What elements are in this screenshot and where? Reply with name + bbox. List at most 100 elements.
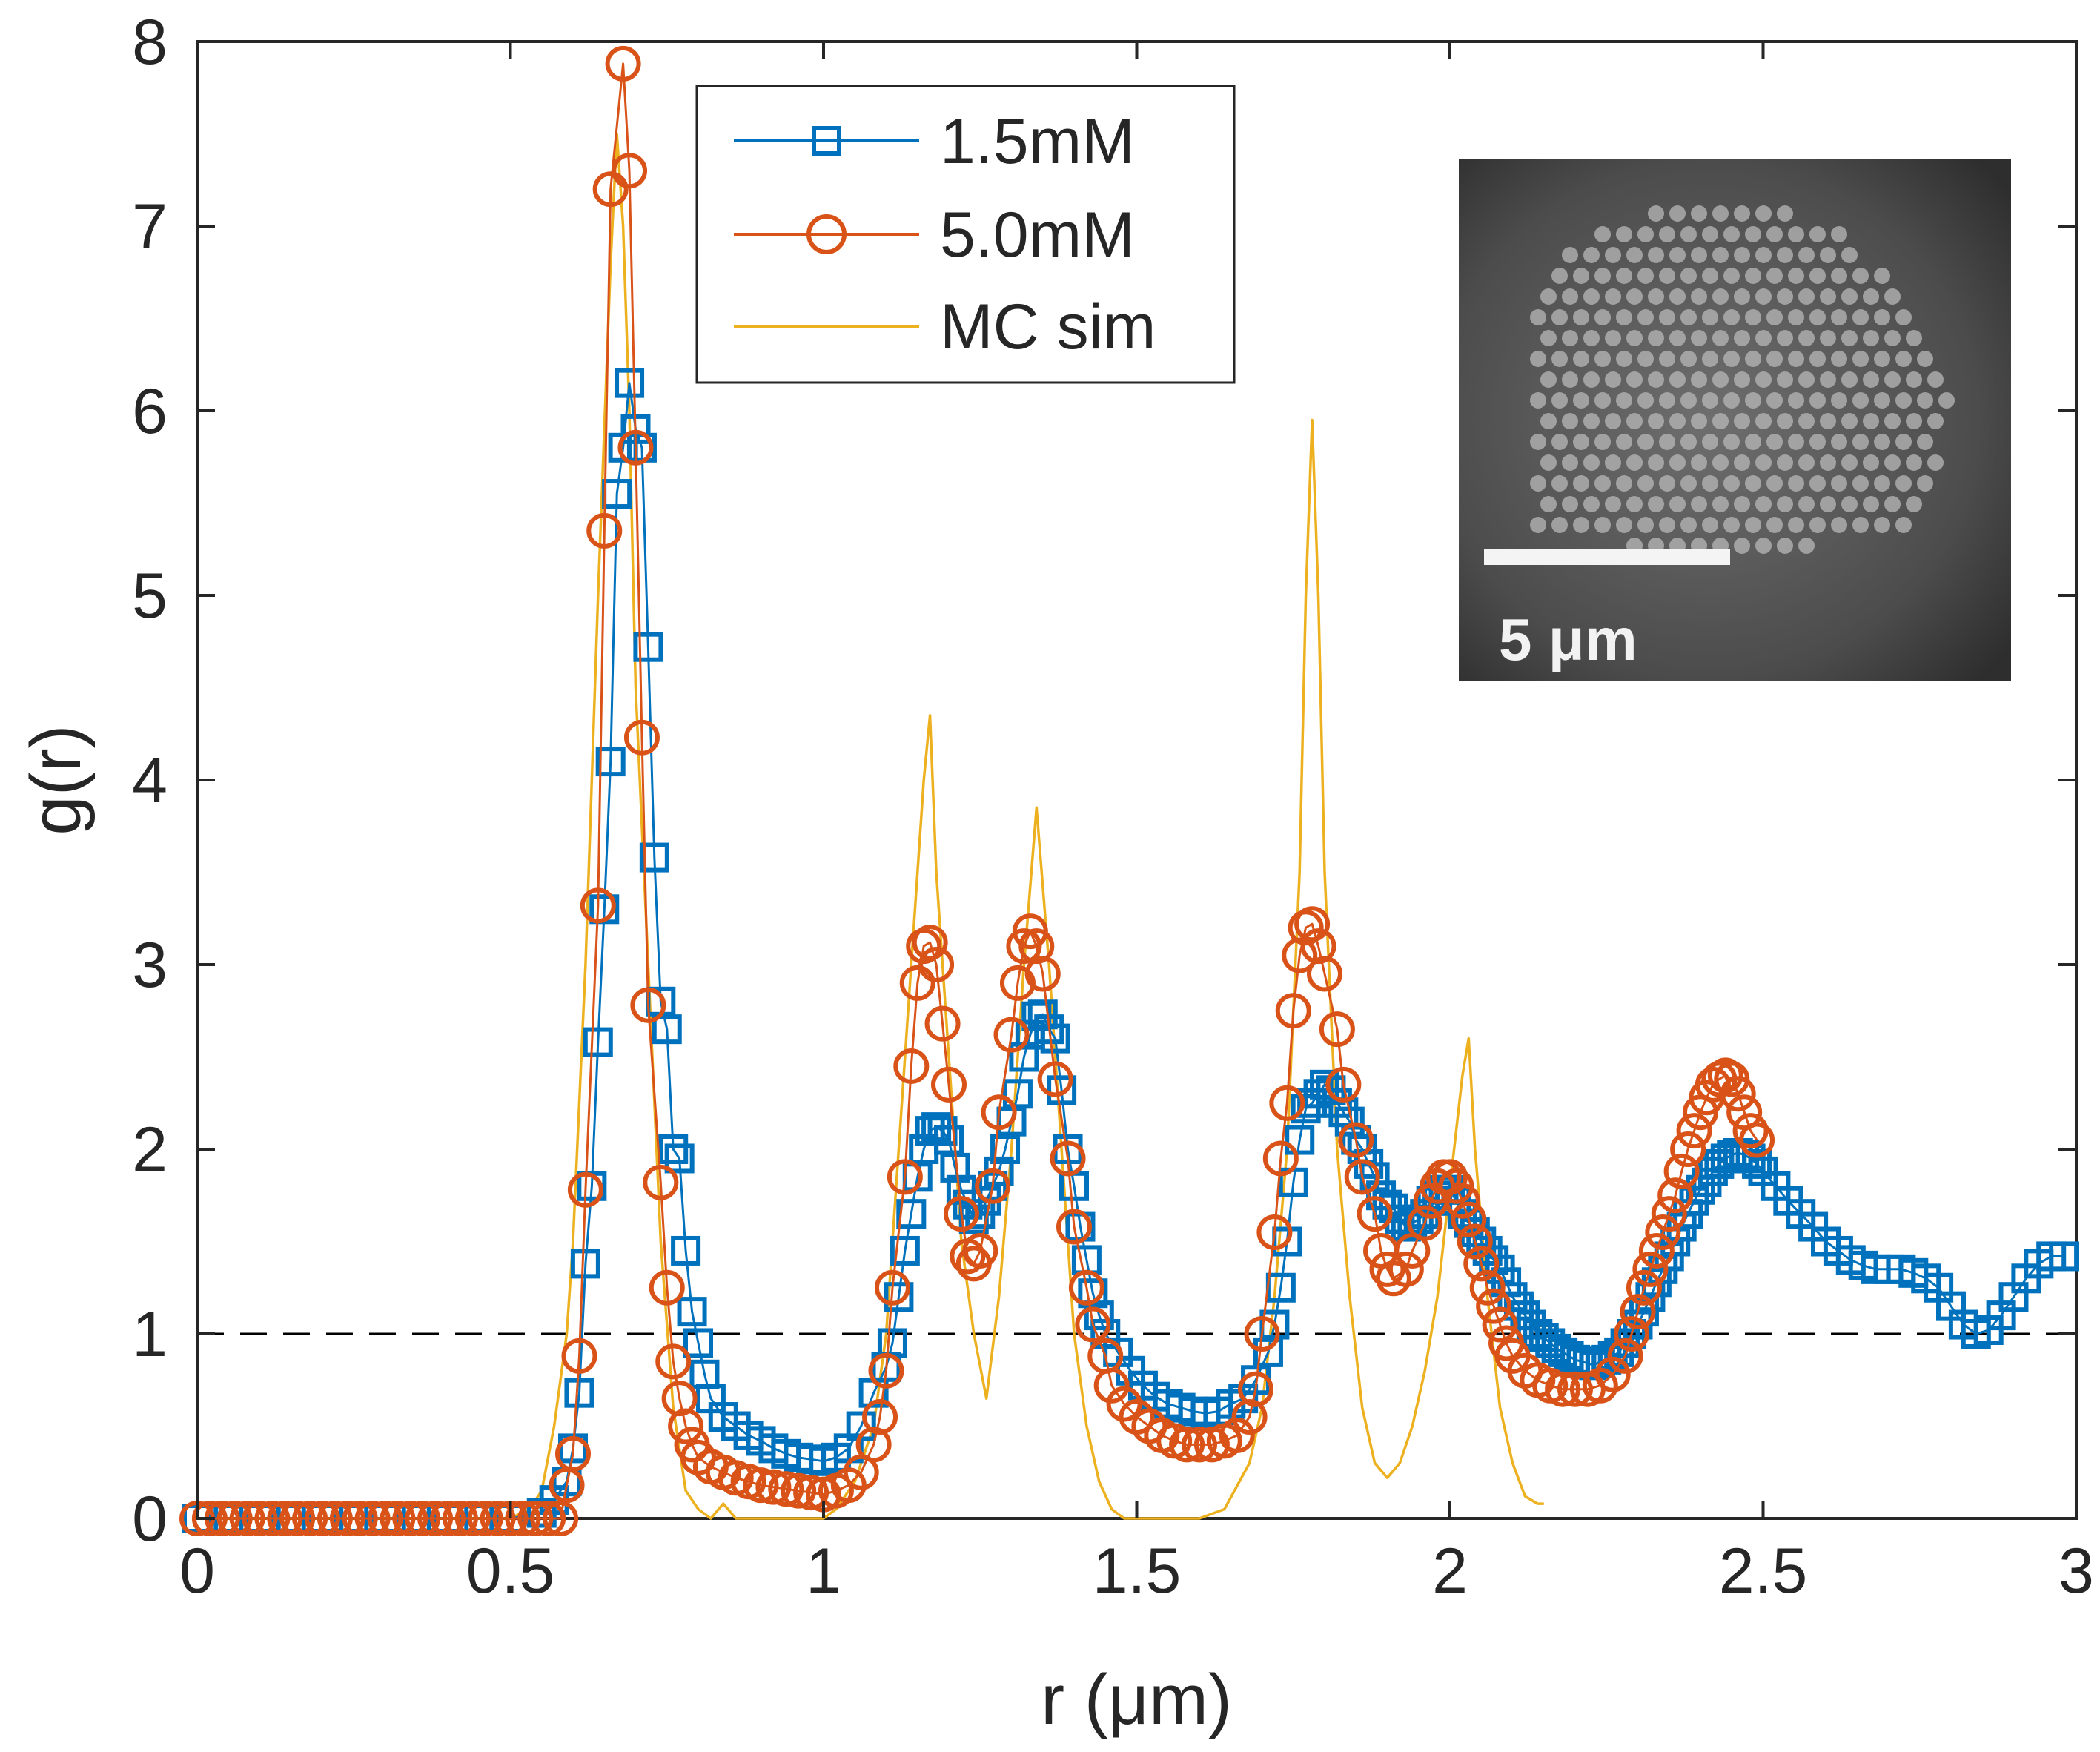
- inset-particle: [1863, 330, 1879, 346]
- inset-particle: [1680, 268, 1697, 284]
- inset-micrograph: 5 μm: [1459, 159, 2011, 681]
- inset-particle: [1605, 496, 1621, 512]
- inset-particle: [1637, 475, 1654, 492]
- inset-particle: [1766, 434, 1783, 450]
- inset-particle: [1594, 392, 1611, 409]
- inset-particle: [1712, 496, 1729, 512]
- data-point-circle: [918, 947, 955, 982]
- inset-particle: [1874, 392, 1890, 409]
- data-point-circle: [592, 171, 629, 208]
- data-point-square: [1253, 1337, 1283, 1367]
- inset-particle: [1884, 288, 1901, 305]
- data-point-circle: [543, 1501, 579, 1536]
- inset-particle: [1798, 371, 1815, 388]
- inset-particle: [1906, 371, 1922, 388]
- data-point-circle: [1657, 1177, 1694, 1214]
- data-point-circle: [975, 1168, 1011, 1204]
- inset-particle: [1605, 371, 1621, 388]
- data-point-circle: [1670, 1131, 1706, 1167]
- data-point-square: [1084, 1300, 1114, 1331]
- inset-particle: [1788, 309, 1804, 325]
- data-point-circle: [1626, 1269, 1662, 1306]
- inset-particle: [1766, 268, 1783, 284]
- inset-particle: [1616, 268, 1632, 284]
- data-point-circle: [912, 925, 948, 961]
- data-point-circle: [793, 1475, 829, 1511]
- inset-particle: [1745, 517, 1761, 533]
- inset-particle: [1583, 330, 1600, 346]
- inset-particle: [1831, 475, 1847, 492]
- data-point-circle: [1620, 1294, 1656, 1330]
- inset-particle: [1669, 496, 1686, 512]
- data-point-circle: [1607, 1338, 1643, 1374]
- data-point-circle: [1307, 956, 1342, 992]
- data-point-circle: [924, 1005, 961, 1042]
- inset-particle: [1917, 475, 1933, 492]
- inset-particle: [1884, 413, 1901, 429]
- data-point-circle: [1469, 1269, 1506, 1306]
- inset-particle: [1831, 517, 1847, 533]
- inset-particle: [1777, 496, 1793, 512]
- data-point-square: [884, 1282, 914, 1312]
- inset-particle: [1594, 268, 1611, 284]
- inset-particle: [1734, 413, 1750, 429]
- data-point-circle: [216, 1501, 253, 1536]
- data-point-circle: [405, 1501, 441, 1536]
- data-point-circle: [1219, 1417, 1255, 1453]
- data-point-square: [1047, 1075, 1077, 1105]
- inset-particle: [1745, 226, 1761, 242]
- data-point-circle: [1238, 1371, 1274, 1407]
- inset-particle: [1551, 517, 1568, 533]
- inset-particle: [1755, 330, 1772, 346]
- data-point-circle: [1169, 1427, 1205, 1463]
- inset-particle: [1788, 226, 1804, 242]
- inset-particle: [1734, 454, 1750, 471]
- inset-particle: [1691, 205, 1707, 222]
- data-point-square: [570, 1249, 600, 1279]
- data-point-circle: [430, 1501, 466, 1536]
- inset-particle: [1680, 434, 1697, 450]
- inset-particle: [1540, 371, 1557, 388]
- y-tick-label: 2: [132, 1114, 168, 1186]
- data-point-circle: [392, 1501, 428, 1536]
- inset-particle: [1691, 247, 1707, 263]
- inset-particle: [1723, 351, 1740, 367]
- y-tick-label: 1: [132, 1299, 168, 1370]
- inset-particle: [1831, 309, 1847, 325]
- data-point-circle: [1037, 1061, 1073, 1097]
- inset-particle: [1852, 517, 1869, 533]
- data-point-circle: [555, 1435, 591, 1472]
- inset-particle: [1798, 247, 1815, 263]
- inset-particle: [1884, 371, 1901, 388]
- inset-particle: [1831, 392, 1847, 409]
- data-point-circle: [454, 1501, 491, 1536]
- inset-particle: [1637, 309, 1654, 325]
- inset-particle: [1626, 288, 1643, 305]
- inset-particle: [1540, 413, 1557, 429]
- data-point-circle: [1075, 1306, 1111, 1343]
- inset-particle: [1841, 288, 1858, 305]
- inset-particle: [1551, 434, 1568, 450]
- inset-particle: [1755, 247, 1772, 263]
- inset-particle: [1938, 392, 1955, 409]
- inset-particle: [1831, 351, 1847, 367]
- inset-particle: [1637, 434, 1654, 450]
- inset-particle: [1659, 475, 1675, 492]
- data-point-square: [1002, 1079, 1033, 1109]
- legend-label-2: 5.0mM: [940, 199, 1135, 271]
- inset-particle: [1755, 371, 1772, 388]
- data-point-circle: [242, 1501, 278, 1536]
- inset-particle: [1659, 351, 1675, 367]
- inset-particle: [1626, 247, 1643, 263]
- inset-particle: [1702, 434, 1718, 450]
- inset-particle: [1551, 392, 1568, 409]
- inset-particle: [1820, 413, 1836, 429]
- inset-particle: [1530, 309, 1546, 325]
- data-point-circle: [505, 1501, 541, 1536]
- inset-particle: [1669, 205, 1686, 222]
- inset-particle: [1809, 392, 1826, 409]
- data-point-circle: [480, 1501, 516, 1536]
- inset-particle: [1712, 454, 1729, 471]
- inset-particle: [1637, 517, 1654, 533]
- inset-particle: [1583, 454, 1600, 471]
